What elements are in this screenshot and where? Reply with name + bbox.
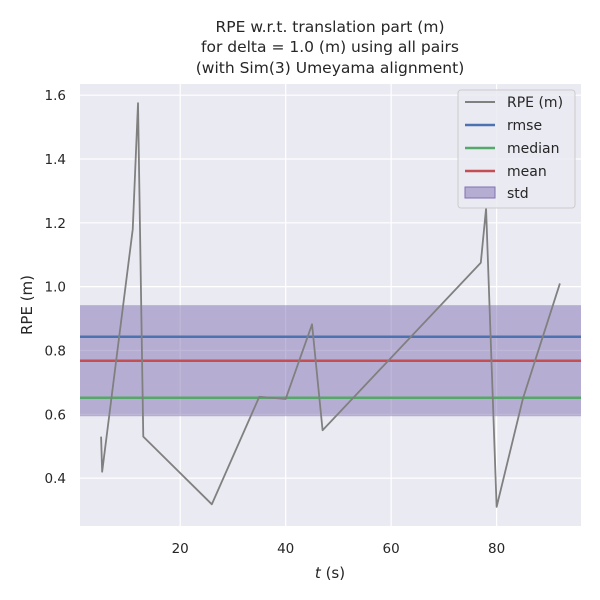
legend-box <box>457 89 576 209</box>
chart-title-line-1: RPE w.r.t. translation part (m) <box>215 18 444 36</box>
x-tick-label: 60 <box>383 541 400 557</box>
legend-label-rpe: RPE (m) <box>507 95 563 111</box>
x-axis-label-unit: (s) <box>321 564 345 582</box>
y-tick-label: 1.4 <box>45 152 66 168</box>
series-line-0 <box>100 102 561 508</box>
legend-label-rmse: rmse <box>507 118 542 134</box>
y-tick-label: 0.8 <box>45 343 66 359</box>
chart-title-line-3: (with Sim(3) Umeyama alignment) <box>196 59 465 77</box>
x-axis-label: t (s) <box>315 564 345 582</box>
y-tick-label: 1.2 <box>45 216 66 232</box>
x-tick-labels: 20 40 60 80 <box>172 541 506 557</box>
x-tick-label: 80 <box>488 541 505 557</box>
x-tick-label: 20 <box>172 541 189 557</box>
x-tick-label: 40 <box>277 541 294 557</box>
chart-title-line-2: for delta = 1.0 (m) using all pairs <box>201 38 459 56</box>
y-tick-label: 0.6 <box>45 407 66 423</box>
y-tick-label: 1.0 <box>45 280 66 296</box>
y-axis-label: RPE (m) <box>18 275 36 335</box>
legend-label-median: median <box>507 141 559 157</box>
y-tick-label: 0.4 <box>45 471 66 487</box>
legend-label-std: std <box>507 186 529 202</box>
legend: RPE (m) rmse median mean std <box>457 89 576 209</box>
legend-label-mean: mean <box>507 164 547 180</box>
series-layer <box>100 102 561 508</box>
legend-swatch-std <box>464 186 496 199</box>
stat-lines-layer <box>80 335 581 399</box>
x-axis-label-variable: t <box>315 564 322 582</box>
y-tick-label: 1.6 <box>45 88 66 104</box>
y-tick-labels: 0.4 0.6 0.8 1.0 1.2 1.4 1.6 <box>45 88 66 487</box>
